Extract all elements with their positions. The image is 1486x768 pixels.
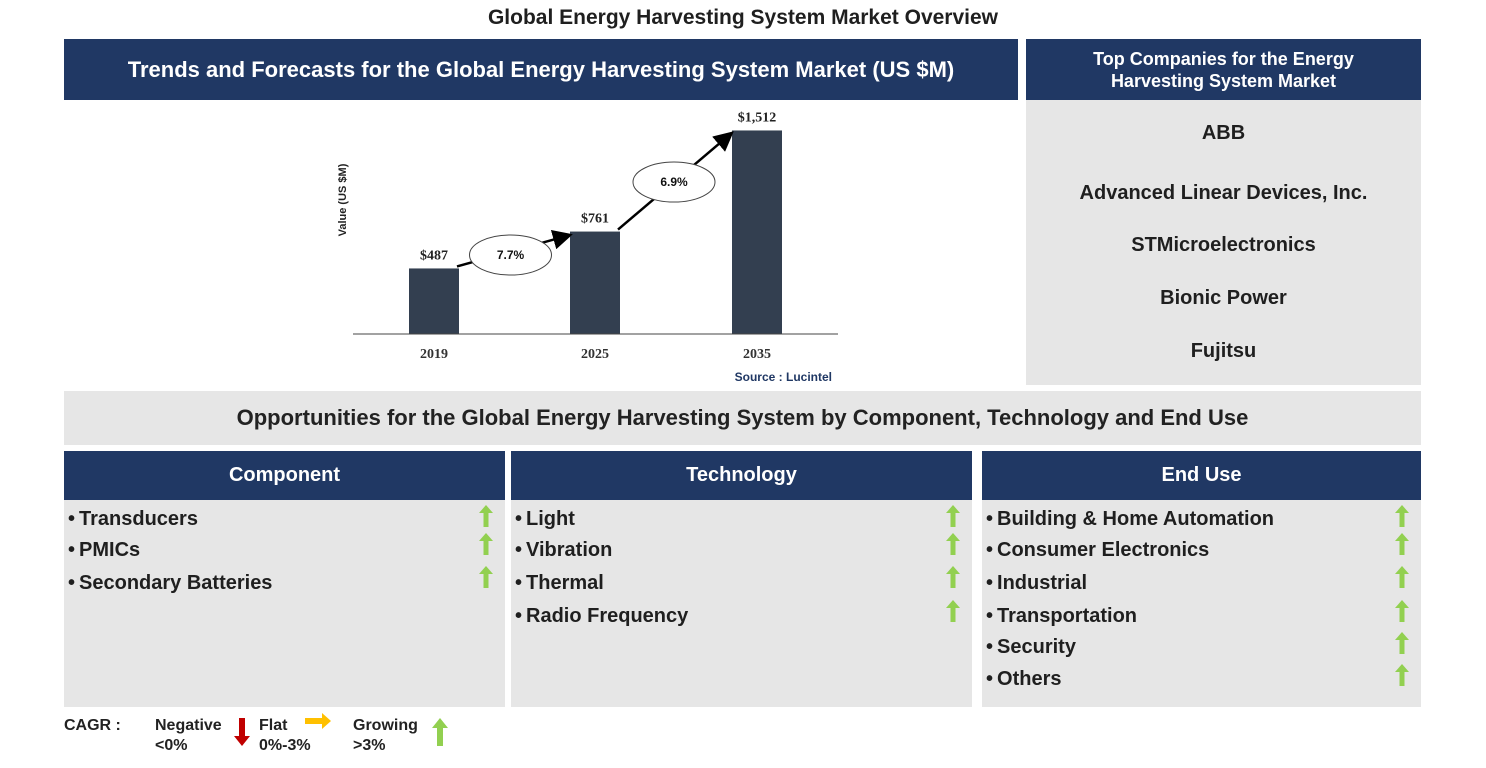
legend-cagr-label: CAGR :	[64, 717, 121, 734]
source-label: Source : Lucintel	[735, 370, 832, 384]
down-arrow-icon	[234, 718, 250, 746]
segment-item: • Radio Frequency	[515, 605, 689, 627]
company-item: Advanced Linear Devices, Inc.	[1079, 182, 1368, 204]
segment-item: • Building & Home Automation	[986, 508, 1275, 530]
up-arrow-icon	[1395, 533, 1409, 555]
up-arrow-icon	[1395, 505, 1409, 527]
up-arrow-icon	[1395, 566, 1409, 588]
up-arrow-icon	[432, 718, 448, 746]
segment-item: • Security	[986, 636, 1076, 658]
y-axis-label: Value (US $M)	[337, 163, 349, 236]
up-arrow-icon	[1395, 600, 1409, 622]
segment-header-component: Component	[64, 451, 505, 500]
value-label: $487	[420, 248, 448, 263]
up-arrow-icon	[479, 533, 493, 555]
up-arrow-icon	[946, 600, 960, 622]
opportunities-header: Opportunities for the Global Energy Harv…	[64, 391, 1421, 445]
companies-header: Top Companies for the Energy Harvesting …	[1026, 39, 1421, 100]
x-tick-label: 2035	[743, 347, 771, 362]
value-label: $761	[581, 212, 609, 227]
segment-header-technology: Technology	[511, 451, 972, 500]
bar-2035	[732, 130, 782, 334]
segment-item: • PMICs	[68, 539, 141, 561]
company-item: Fujitsu	[1190, 340, 1257, 362]
cagr-label: 7.7%	[497, 248, 525, 262]
segment-item: • Vibration	[515, 539, 613, 561]
cagr-bubble	[632, 161, 716, 203]
segment-body-technology: • Light • Vibration • Thermal • Radio Freque…	[511, 500, 972, 707]
up-arrow-icon	[479, 566, 493, 588]
chart-header: Trends and Forecasts for the Global Ener…	[64, 39, 1018, 100]
up-arrow-icon	[1395, 664, 1409, 686]
segment-item: • Others	[986, 668, 1062, 690]
companies-list: ABB Advanced Linear Devices, Inc. STMicr…	[1026, 100, 1421, 385]
legend-negative-range: <0%	[155, 737, 188, 754]
market-chart: $487 $761 $1,512 2019 2025 2035 7.7% 6.9% Val…	[300, 100, 860, 390]
legend-flat-label: Flat	[259, 717, 288, 734]
segment-item: • Industrial	[986, 572, 1088, 594]
up-arrow-icon	[946, 533, 960, 555]
x-tick-label: 2019	[420, 347, 448, 362]
legend-flat-range: 0%-3%	[259, 737, 311, 754]
company-item: Bionic Power	[1160, 287, 1287, 309]
cagr-bubble	[469, 234, 552, 276]
up-arrow-icon	[946, 566, 960, 588]
segment-item: • Light	[515, 508, 575, 530]
legend-growing-range: >3%	[353, 737, 386, 754]
up-arrow-icon	[1395, 632, 1409, 654]
legend-negative: Negative <0%	[155, 716, 222, 756]
up-arrow-icon	[479, 505, 493, 527]
value-label: $1,512	[738, 110, 777, 125]
up-arrow-icon	[946, 505, 960, 527]
segment-body-component: • Transducers • PMICs • Secondary Batteries	[64, 500, 505, 707]
cagr-label: 6.9%	[660, 175, 688, 189]
bar-2025	[570, 231, 620, 334]
company-item: STMicroelectronics	[1131, 234, 1316, 256]
segment-header-end-use: End Use	[982, 451, 1421, 500]
legend-negative-label: Negative	[155, 717, 222, 734]
legend-growing-label: Growing	[353, 717, 418, 734]
right-arrow-icon	[305, 713, 331, 729]
x-tick-label: 2025	[581, 347, 609, 362]
segment-body-end-use: • Building & Home Automation • Consumer El…	[982, 500, 1421, 707]
legend-flat: Flat 0%-3%	[259, 716, 311, 756]
bar-2019	[409, 268, 459, 334]
segment-item: • Consumer Electronics	[986, 539, 1210, 561]
page-title: Global Energy Harvesting System Market O…	[487, 6, 999, 29]
segment-item: • Transportation	[986, 605, 1138, 627]
segment-item: • Secondary Batteries	[68, 572, 273, 594]
segment-item: • Transducers	[68, 508, 198, 530]
legend-growing: Growing >3%	[353, 716, 418, 756]
segment-item: • Thermal	[515, 572, 604, 594]
chart-svg: $487 $761 $1,512 2019 2025 2035 7.7% 6.9% Val…	[337, 110, 838, 384]
company-item: ABB	[1201, 122, 1246, 144]
